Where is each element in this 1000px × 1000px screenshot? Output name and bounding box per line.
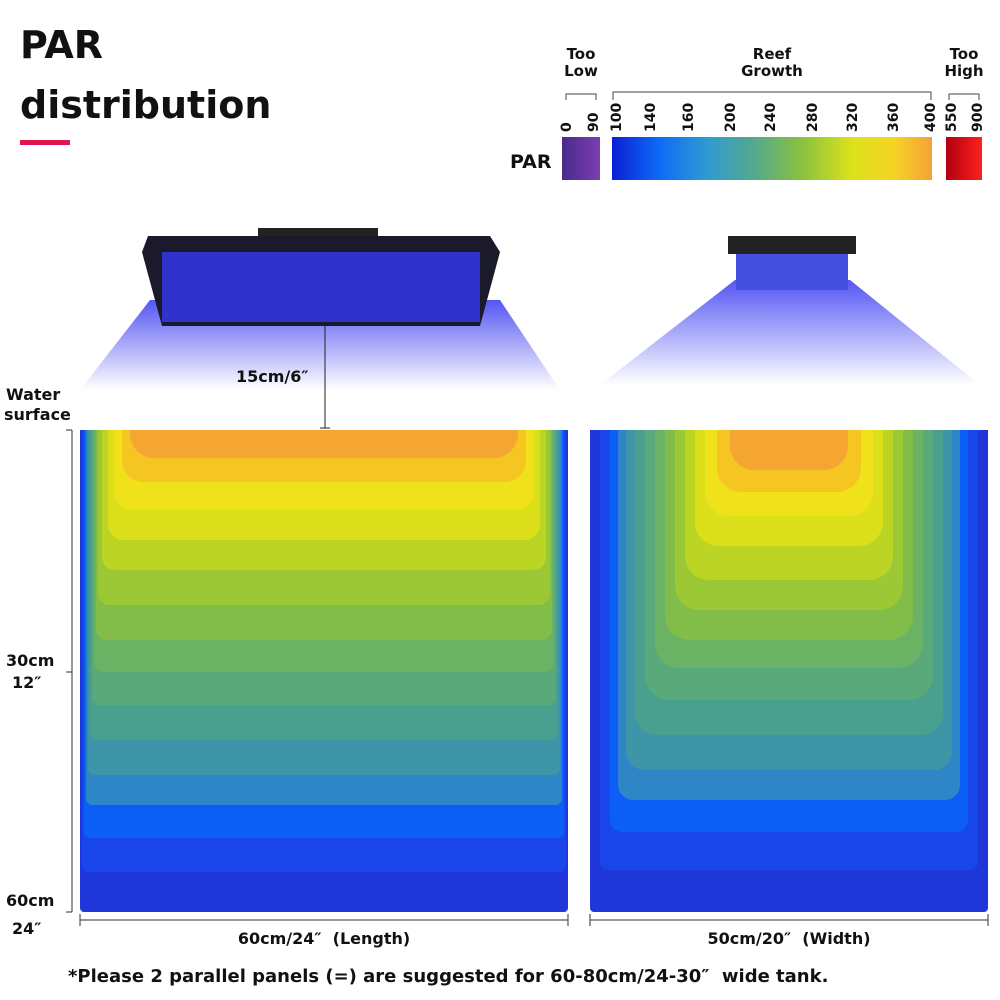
legend-group-label: High [944,62,983,80]
legend-label: PAR [510,151,552,173]
legend-tick-label: 400 [923,103,939,132]
panel-caption: 60cm/24″ (Length) [238,929,410,948]
legend-group-label: Reef [753,45,792,63]
legend-group-label: Too [950,45,979,63]
legend-group-label: Low [564,62,598,80]
legend-tick-label: 0 [559,122,575,132]
depth-label: surface [4,405,71,424]
depth-label: 30cm [6,651,54,670]
title: PAR [20,23,103,67]
distance-label: 15cm/6″ [236,367,309,386]
legend-brackets [565,91,980,100]
legend-tick-label: 320 [845,103,861,132]
footnote: *Please 2 parallel panels (=) are sugges… [68,966,828,987]
legend-tick-label: 550 [944,103,960,132]
lamp [728,236,856,254]
legend-tick-label: 200 [723,103,739,132]
depth-label: 12″ [12,673,41,692]
color-swatch-high [946,137,982,180]
legend-tick-label: 90 [586,112,602,132]
legend-tick-label: 100 [609,103,625,132]
legend-tick-label: 240 [763,103,779,132]
legend-tick-label: 900 [970,103,986,132]
depth-label: 60cm [6,891,54,910]
lamp-leds [736,254,848,290]
contour-band [730,430,848,470]
color-swatch-reef [612,137,932,180]
legend-group-label: Growth [741,62,803,80]
legend-group-label: Too [567,45,596,63]
title: distribution [20,83,271,127]
depth-label: Water [6,385,60,404]
lamps [80,228,980,429]
title-underline [20,140,70,145]
lamp-leds [162,252,480,322]
legend-tick-label: 160 [681,103,697,132]
legend-tick-label: 280 [805,103,821,132]
heatmap-length [80,430,568,912]
heatmap-width [590,430,988,912]
legend-tick-label: 360 [886,103,902,132]
light-cone [600,280,980,385]
contour-band [130,430,518,458]
depth-label: 24″ [12,919,41,938]
legend-tick-label: 140 [643,103,659,132]
color-swatch-low [562,137,600,180]
panel-caption: 50cm/20″ (Width) [707,929,870,948]
axes [66,429,989,926]
